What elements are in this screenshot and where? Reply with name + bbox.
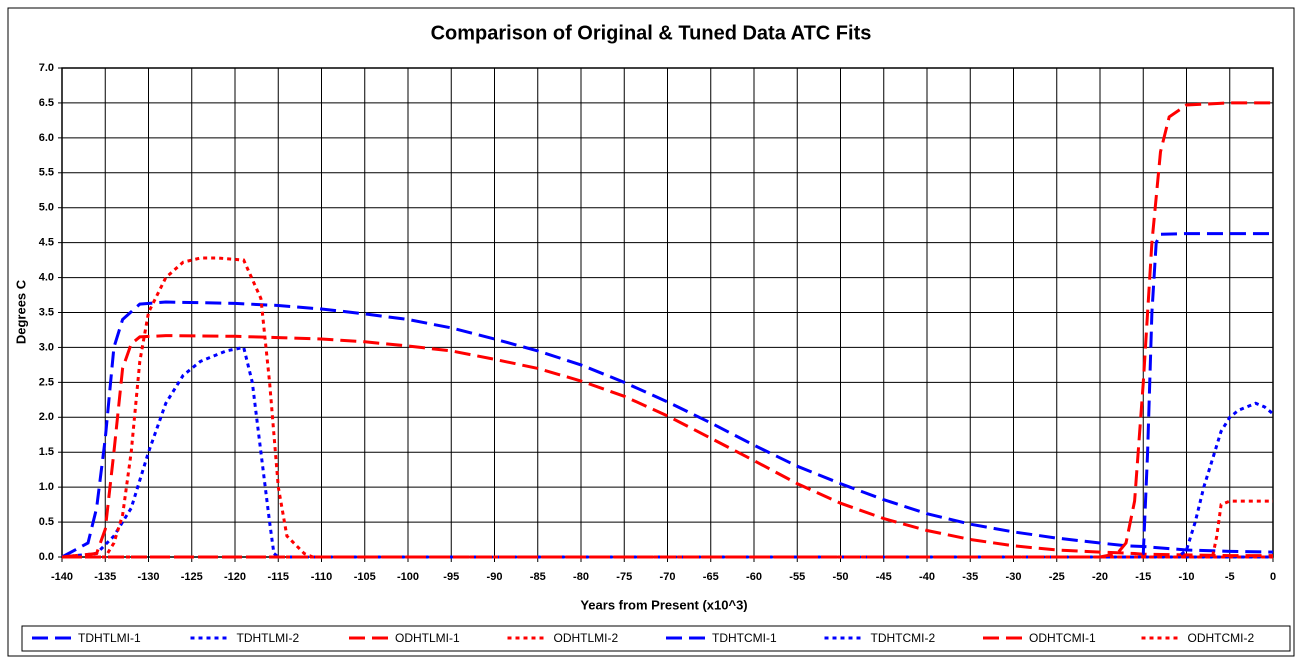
y-tick-label: 1.5 [39, 446, 54, 458]
x-tick-label: -125 [181, 571, 203, 583]
x-tick-label: -105 [354, 571, 376, 583]
chart-frame [7, 7, 1295, 657]
legend-label: ODHTCMI-2 [1188, 631, 1255, 645]
x-tick-label: -30 [1006, 571, 1022, 583]
x-tick-label: -115 [268, 571, 289, 583]
legend-label: TDHTLMI-1 [78, 631, 141, 645]
y-tick-label: 6.5 [39, 97, 54, 109]
series-line [62, 401, 1274, 559]
x-tick-label: -70 [660, 571, 676, 583]
chart-title: Comparison of Original & Tuned Data ATC … [431, 22, 872, 44]
x-tick-label: -65 [703, 571, 719, 583]
legend-label: TDHTCMI-1 [712, 631, 777, 645]
x-tick-label: -130 [137, 571, 159, 583]
y-axis-title: Degrees C [13, 279, 28, 344]
y-tick-label: 6.0 [39, 132, 54, 144]
legend-label: ODHTCMI-1 [1029, 631, 1096, 645]
x-tick-label: -140 [51, 571, 73, 583]
x-tick-label: -95 [443, 571, 459, 583]
y-tick-label: 0.5 [39, 516, 54, 528]
x-tick-label: -60 [746, 571, 762, 583]
series-line [62, 256, 1273, 559]
legend-label: TDHTCMI-2 [871, 631, 936, 645]
y-tick-label: 3.0 [39, 341, 54, 353]
y-tick-label: 7.0 [39, 62, 54, 74]
x-tick-label: -10 [1179, 571, 1195, 583]
y-tick-label: 2.0 [39, 411, 54, 423]
x-tick-label: -80 [573, 571, 589, 583]
x-tick-label: -15 [1135, 571, 1151, 583]
y-tick-label: 5.0 [39, 202, 54, 214]
x-tick-label: -35 [962, 571, 978, 583]
legend-label: TDHTLMI-2 [237, 631, 300, 645]
y-tick-label: 1.0 [39, 481, 54, 493]
x-tick-label: -55 [789, 571, 805, 583]
x-tick-label: -135 [94, 571, 116, 583]
x-tick-label: -5 [1225, 571, 1235, 583]
x-tick-label: -20 [1092, 571, 1108, 583]
x-tick-label: -25 [1049, 571, 1065, 583]
legend-label: ODHTLMI-2 [554, 631, 619, 645]
series-line [61, 300, 1274, 559]
x-tick-label: -110 [311, 571, 332, 583]
x-axis-title: Years from Present (x10^3) [580, 597, 747, 612]
y-tick-label: 4.0 [39, 271, 54, 283]
x-tick-label: -45 [876, 571, 892, 583]
x-tick-label: 0 [1270, 571, 1276, 583]
series-line [62, 499, 1273, 559]
series-line [61, 334, 1273, 559]
legend [21, 625, 1291, 652]
x-tick-label: -40 [919, 571, 935, 583]
y-tick-label: 3.5 [39, 306, 54, 318]
y-tick-label: 0.0 [39, 551, 54, 563]
x-tick-label: -50 [833, 571, 849, 583]
x-tick-label: -100 [397, 571, 419, 583]
x-tick-label: -75 [616, 571, 632, 583]
legend-label: ODHTLMI-1 [395, 631, 460, 645]
series-line [62, 101, 1273, 559]
x-tick-label: -90 [487, 571, 503, 583]
y-tick-label: 4.5 [39, 237, 54, 249]
x-tick-label: -85 [530, 571, 546, 583]
series-line [61, 345, 1273, 559]
x-tick-label: -120 [224, 571, 246, 583]
y-tick-label: 5.5 [39, 167, 54, 179]
y-tick-label: 2.5 [39, 376, 54, 388]
series-line [62, 232, 1273, 559]
